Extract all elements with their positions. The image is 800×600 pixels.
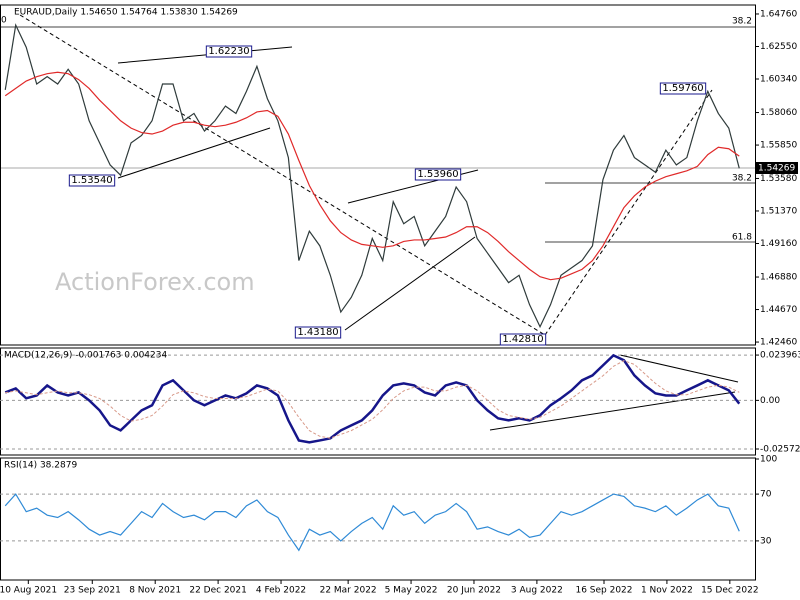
y-tick-label: 1.49160 (760, 239, 797, 249)
y-tick-label: -0.025726 (760, 444, 800, 454)
x-tick-label: 3 Aug 2022 (511, 586, 563, 596)
x-tick-label: 10 Aug 2021 (0, 586, 57, 596)
x-tick-label: 16 Sep 2022 (575, 586, 632, 596)
price-annotation: 1.59760 (662, 83, 703, 94)
last-price-box (756, 162, 798, 174)
x-tick-label: 4 Feb 2022 (256, 586, 306, 596)
fib-label: 0 (1, 16, 7, 26)
y-tick-label: 0.00 (760, 396, 780, 406)
trend-line (544, 89, 713, 336)
x-tick-label: 22 Dec 2021 (189, 586, 247, 596)
series-line (4, 353, 741, 444)
trend-line (117, 46, 293, 64)
trend-line (19, 14, 546, 336)
annotation-box (499, 333, 547, 346)
x-tick-label: 22 Mar 2022 (320, 586, 377, 596)
y-tick-label: 1.44670 (760, 305, 797, 315)
price-annotation: 1.62230 (208, 46, 249, 57)
series-line (4, 493, 740, 552)
x-tick-label: 20 Jun 2022 (447, 586, 501, 596)
x-tick-label: 23 Sep 2021 (64, 586, 121, 596)
series-line (4, 23, 740, 329)
y-tick-label: 0.023963 (760, 351, 800, 361)
y-tick-label: 1.55850 (760, 141, 797, 151)
price-annotation: 1.43180 (297, 327, 338, 338)
y-tick-label: 1.53580 (760, 174, 797, 184)
annotation-box (68, 174, 116, 187)
trend-line (344, 236, 476, 331)
annotation-box (414, 168, 462, 181)
x-tick-label: 1 Nov 2022 (641, 586, 693, 596)
price-annotation: 1.53540 (71, 175, 112, 186)
trend-line (489, 391, 736, 431)
y-tick-label: 1.42460 (760, 338, 797, 348)
x-tick-label: 5 May 2022 (385, 586, 438, 596)
panel-title: MACD(12,26,9) -0.001763 0.004234 (4, 351, 167, 361)
y-tick-label: 1.51370 (760, 206, 797, 216)
annotation-box (205, 45, 253, 58)
panel-frame (0, 347, 756, 456)
panel-frame (0, 4, 756, 346)
trend-line (619, 354, 739, 383)
x-tick-label: 15 Dec 2022 (701, 586, 759, 596)
fib-label: 38.2 (732, 17, 752, 27)
price-annotation: 1.53960 (417, 169, 458, 180)
y-tick-label: 1.58060 (760, 108, 797, 118)
x-tick-label: 8 Nov 2021 (129, 586, 181, 596)
fib-label: 61.8 (732, 233, 752, 243)
annotation-box (294, 326, 342, 339)
y-tick-label: 70 (760, 490, 772, 500)
y-tick-label: 100 (760, 455, 777, 465)
panel-frame (0, 457, 756, 581)
panel-title: EURAUD,Daily 1.54650 1.54764 1.53830 1.5… (14, 8, 238, 18)
y-tick-label: 1.64760 (760, 9, 797, 19)
price-annotation: 1.42810 (502, 334, 543, 345)
y-tick-label: 30 (760, 536, 772, 546)
series-line (5, 360, 740, 439)
fib-label: 38.2 (732, 174, 752, 184)
watermark: ActionForex.com (55, 268, 255, 296)
trend-line (117, 127, 271, 179)
last-price: 1.54269 (758, 164, 795, 174)
panel-title: RSI(14) 38.2879 (4, 461, 77, 471)
y-tick-label: 1.60340 (760, 75, 797, 85)
annotation-box (659, 82, 707, 95)
y-tick-label: 1.62550 (760, 42, 797, 52)
series-line (4, 71, 740, 281)
y-tick-label: 1.46880 (760, 273, 797, 283)
